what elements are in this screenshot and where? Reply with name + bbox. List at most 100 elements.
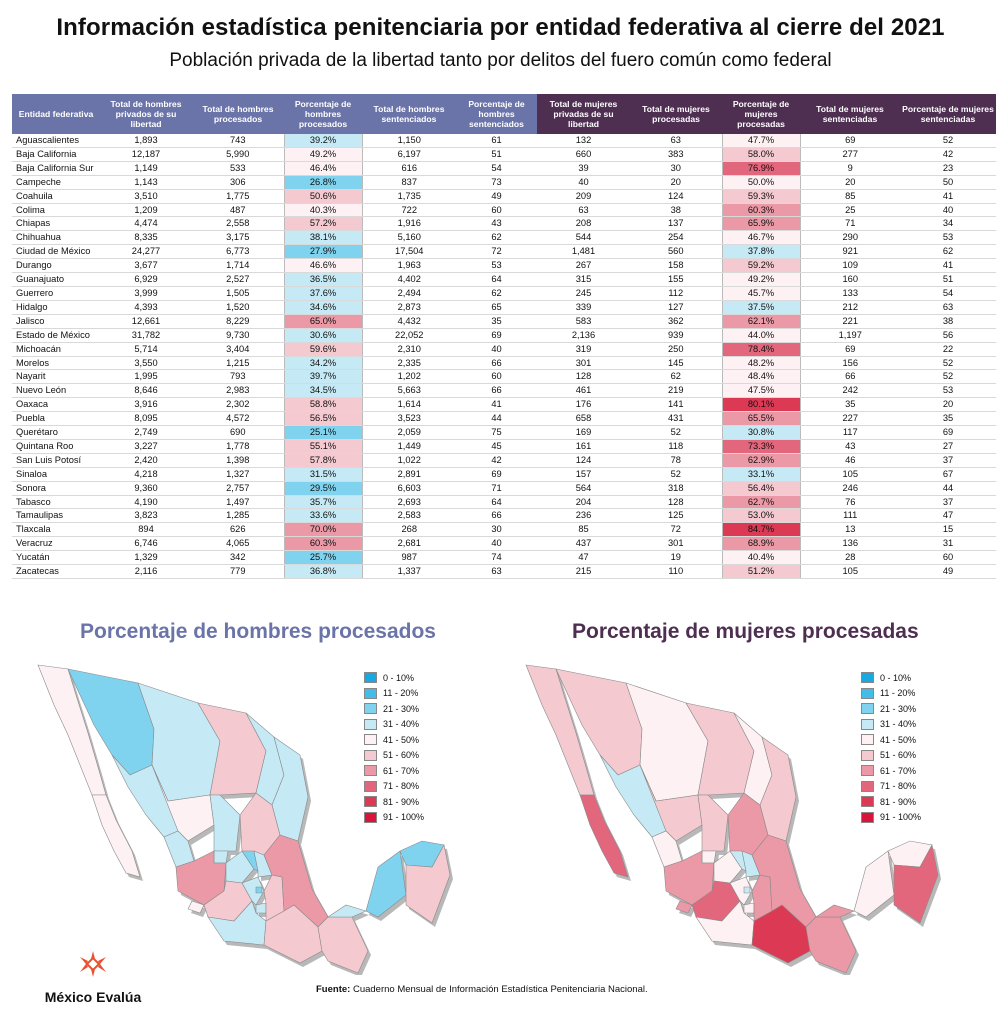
table-cell: 2,335	[362, 356, 456, 371]
state-aguascalientes	[701, 850, 717, 864]
table-cell: 246	[800, 481, 900, 496]
table-cell: 43	[456, 216, 537, 232]
table-cell: 50.6%	[283, 189, 363, 204]
table-cell: 42	[456, 453, 537, 468]
table-cell: 66	[456, 356, 537, 371]
table-cell: 1,497	[192, 495, 284, 510]
table-cell: 50.0%	[721, 175, 801, 190]
table-cell: 49.2%	[721, 272, 801, 287]
table-cell: 8,229	[192, 314, 284, 329]
table-cell: 30.8%	[721, 425, 801, 440]
page-subtitle: Población privada de la libertad tanto p…	[169, 50, 832, 71]
table-cell: 3,510	[100, 189, 192, 204]
legend-swatch	[364, 718, 377, 730]
table-cell: 40	[900, 203, 996, 218]
state-chiapas	[805, 916, 857, 974]
legend-swatch	[364, 811, 377, 823]
table-cell: 62	[630, 369, 722, 385]
table-cell: 40.3%	[283, 203, 363, 218]
table-cell: 27.9%	[283, 244, 363, 260]
legend-item: 41 - 50%	[364, 732, 424, 748]
table-cell: 921	[800, 244, 900, 260]
table-cell: 2,891	[362, 467, 456, 482]
table-cell: 27	[900, 439, 996, 454]
state-name-cell: Zacatecas	[12, 564, 100, 579]
table-row: Hidalgo 4,393 1,520 34.6% 2,873 65 339 127 37.5%…	[12, 300, 996, 315]
logo-mark-icon	[80, 951, 106, 977]
table-cell: 41	[900, 189, 996, 204]
legend-item: 31 - 40%	[861, 717, 921, 733]
legend-swatch	[364, 687, 377, 699]
table-cell: 52	[900, 134, 996, 148]
table-cell: 145	[630, 356, 722, 371]
table-cell: 48.4%	[721, 369, 801, 385]
state-name-cell: Ciudad de México	[12, 244, 100, 260]
state-morelos	[743, 902, 755, 914]
table-cell: 38.1%	[283, 230, 363, 246]
table-cell: 45	[456, 439, 537, 454]
table-cell: 40	[456, 536, 537, 552]
table-cell: 15	[900, 522, 996, 538]
table-cell: 3,227	[100, 439, 192, 454]
legend-label: 11 - 20%	[383, 688, 419, 699]
table-cell: 5,160	[362, 230, 456, 246]
table-cell: 37.5%	[721, 300, 801, 315]
legend-item: 21 - 30%	[861, 701, 921, 717]
table-cell: 158	[630, 258, 722, 274]
legend-swatch	[364, 765, 377, 777]
state-name-cell: Aguascalientes	[12, 134, 100, 148]
table-cell: 4,190	[100, 495, 192, 510]
table-cell: 6,929	[100, 272, 192, 287]
table-cell: 46.7%	[721, 230, 801, 246]
table-cell: 22,052	[362, 328, 456, 343]
table-cell: 61	[456, 134, 537, 148]
table-cell: 544	[537, 230, 630, 246]
table-cell: 44	[456, 411, 537, 427]
state-name-cell: Guerrero	[12, 286, 100, 301]
table-row: Querétaro 2,749 690 25.1% 2,059 75 169 52 30.8% 1…	[12, 425, 996, 440]
table-cell: 41	[456, 397, 537, 413]
table-cell: 66	[456, 383, 537, 399]
legend-item: 71 - 80%	[364, 779, 424, 795]
table-cell: 2,420	[100, 453, 192, 468]
table-cell: 3,823	[100, 508, 192, 524]
state-name-cell: Jalisco	[12, 314, 100, 329]
table-cell: 2,681	[362, 536, 456, 552]
legend-swatch	[861, 796, 874, 808]
table-cell: 68.9%	[721, 536, 801, 552]
table-cell: 3,175	[192, 230, 284, 246]
table-cell: 1,215	[192, 356, 284, 371]
table-cell: 28	[800, 550, 900, 566]
table-body: Aguascalientes 1,893 743 39.2% 1,150 61 132 63 4…	[12, 134, 996, 579]
logo-name: México Evalúa	[44, 989, 142, 1005]
table-cell: 13	[800, 522, 900, 538]
table-row: Baja California 12,187 5,990 49.2% 6,197 51 66…	[12, 147, 996, 162]
table-cell: 62.9%	[721, 453, 801, 468]
table-cell: 62	[900, 244, 996, 260]
table-cell: 690	[192, 425, 284, 440]
table-cell: 383	[630, 147, 722, 162]
table-cell: 127	[630, 300, 722, 315]
table-cell: 4,572	[192, 411, 284, 427]
table-cell: 84.7%	[721, 522, 801, 538]
table-cell: 1,209	[100, 203, 192, 218]
legend-label: 61 - 70%	[383, 765, 420, 776]
legend-label: 41 - 50%	[880, 734, 917, 745]
state-name-cell: Coahuila	[12, 189, 100, 204]
table-cell: 8,335	[100, 230, 192, 246]
table-cell: 44.0%	[721, 328, 801, 343]
table-cell: 65.0%	[283, 314, 363, 329]
table-cell: 1,916	[362, 216, 456, 232]
table-cell: 44	[900, 481, 996, 496]
table-cell: 1,963	[362, 258, 456, 274]
table-cell: 52	[630, 425, 722, 440]
table-cell: 76	[800, 495, 900, 510]
header-mujeres-procesadas: Total de mujeres procesadas	[630, 94, 722, 134]
table-cell: 69	[456, 328, 537, 343]
table-cell: 34.5%	[283, 383, 363, 399]
table-cell: 37	[900, 453, 996, 468]
header-entidad: Entidad federativa	[12, 94, 100, 134]
table-cell: 124	[630, 189, 722, 204]
table-cell: 38	[900, 314, 996, 329]
table-cell: 161	[537, 439, 630, 454]
